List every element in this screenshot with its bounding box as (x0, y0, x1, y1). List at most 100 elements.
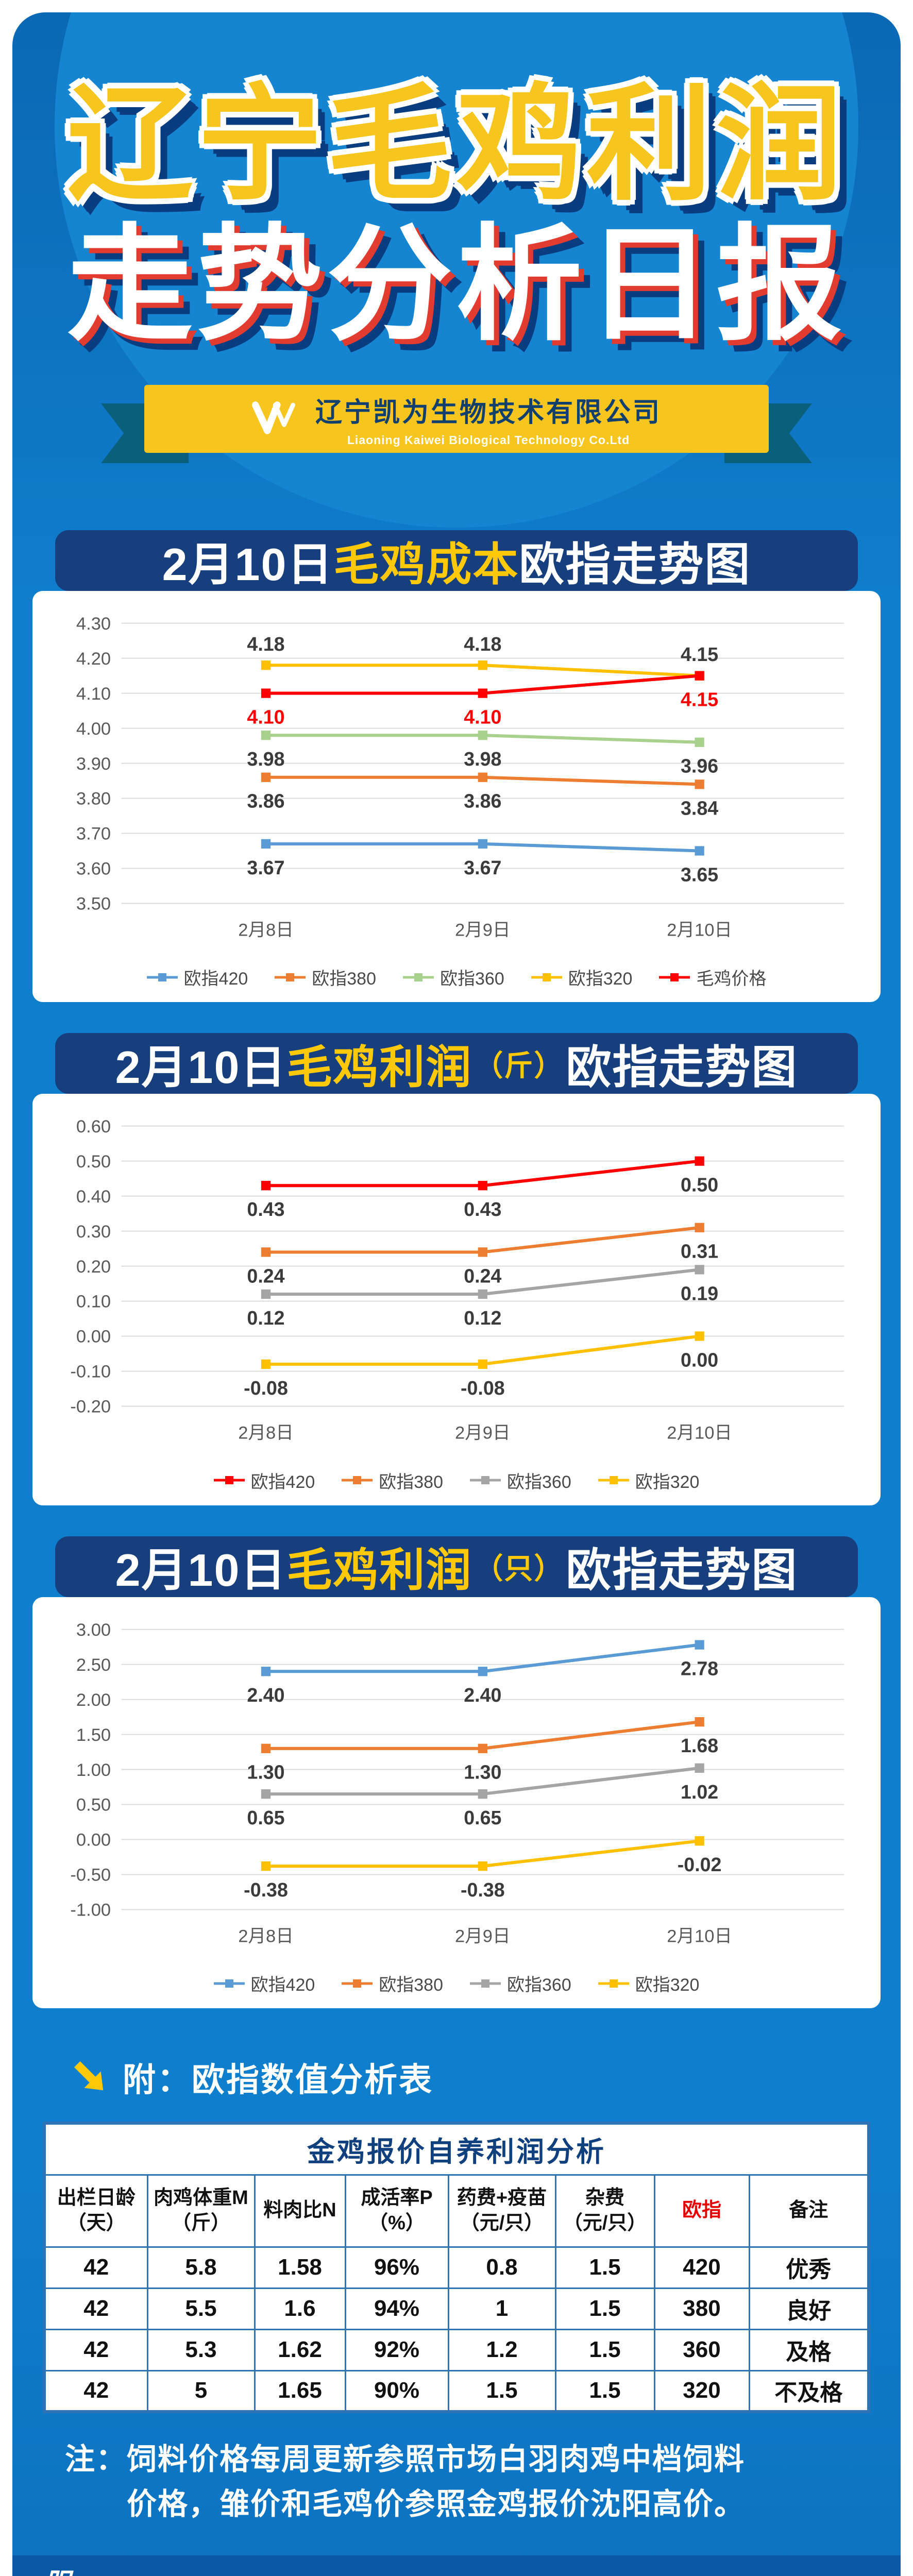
svg-text:0.65: 0.65 (247, 1807, 284, 1828)
svg-text:-0.08: -0.08 (461, 1377, 505, 1399)
table-header-cell: 杂费 （元/只） (554, 2174, 655, 2248)
svg-text:2月10日: 2月10日 (667, 1423, 732, 1443)
chart-card-profit-per-jin: 2月10日 毛鸡利润 （斤） 欧指走势图 -0.20 -0.10 0.00 0.10 0.20… (32, 1033, 881, 1505)
svg-text:0.00: 0.00 (681, 1349, 718, 1371)
profit-analysis-table: 金鸡报价自养利润分析 出栏日龄 （天） 肉鸡体重M （斤） 料肉比N 成活率P （%） 药费+疫… (43, 2122, 870, 2414)
chart-card-profit-per-bird: 2月10日 毛鸡利润 （只） 欧指走势图 -1.00 -0.50 0.00 0.50 1.00… (32, 1536, 881, 2009)
legend-item: 毛鸡价格 (659, 964, 766, 990)
svg-text:0.50: 0.50 (681, 1174, 718, 1196)
table-cell: 良好 (748, 2287, 870, 2330)
svg-text:2月10日: 2月10日 (667, 1926, 732, 1946)
svg-text:0.20: 0.20 (76, 1257, 111, 1277)
svg-text:4.00: 4.00 (76, 719, 111, 739)
legend-item: 欧指420 (213, 1971, 315, 1996)
company-name: 辽宁凯为生物技术有限公司 (315, 398, 662, 428)
svg-text:1.00: 1.00 (76, 1760, 111, 1780)
table-cell: 0.8 (447, 2246, 556, 2289)
chart-card-cost: 2月10日 毛鸡成本 欧指走势图 3.50 3.60 3.70 3.80 3.90 4.00 4… (32, 530, 881, 1003)
svg-text:4.10: 4.10 (464, 706, 501, 728)
note-text: 注： 饲料价格每周更新参照市场白羽肉鸡中档饲料 价格，雏价和毛鸡价参照金鸡报价沈阳… (65, 2437, 848, 2527)
svg-text:0.31: 0.31 (681, 1241, 718, 1262)
svg-text:3.67: 3.67 (464, 857, 501, 878)
chart-plot-profit-bird: -1.00 -0.50 0.00 0.50 1.00 1.50 2.00 2.50 3.00 2月… (43, 1608, 870, 1970)
svg-text:3.98: 3.98 (464, 748, 501, 770)
svg-text:3.65: 3.65 (681, 863, 718, 885)
svg-text:0.00: 0.00 (76, 1327, 111, 1347)
table-header-cell: 成活率P （%） (344, 2174, 449, 2248)
legend-item: 欧指320 (598, 1468, 699, 1493)
ribbon-band: 辽宁凯为生物技术有限公司 Liaoning Kaiwei Biological … (144, 385, 769, 453)
table-row: 42 5.5 1.6 94% 1 1.5 380 良好 (43, 2287, 870, 2330)
footer: 服务 电话 13840641668 公司地址： 辽宁省锦州市高新技术产业开发区工… (12, 2555, 901, 2576)
svg-text:0.12: 0.12 (247, 1307, 284, 1329)
table-header-cell: 欧指 (653, 2174, 750, 2248)
table-cell: 360 (653, 2328, 750, 2371)
svg-text:-0.10: -0.10 (70, 1362, 111, 1382)
svg-text:3.60: 3.60 (76, 859, 111, 879)
svg-text:3.96: 3.96 (681, 755, 718, 777)
svg-text:4.10: 4.10 (76, 684, 111, 704)
main-title-line2: 走势分析日报 (67, 214, 846, 355)
svg-text:4.10: 4.10 (247, 706, 284, 728)
chart-body-cost: 3.50 3.60 3.70 3.80 3.90 4.00 4.10 4.20 4.30 2月8日… (32, 591, 881, 1003)
legend-item: 欧指420 (213, 1468, 315, 1493)
svg-text:3.00: 3.00 (76, 1620, 111, 1640)
table-cell: 42 (43, 2246, 148, 2289)
svg-text:0.30: 0.30 (76, 1222, 111, 1242)
svg-text:4.30: 4.30 (76, 614, 111, 634)
svg-text:2月8日: 2月8日 (238, 1423, 294, 1443)
svg-text:3.86: 3.86 (464, 790, 501, 812)
legend-item: 欧指360 (470, 1468, 571, 1493)
table-cell: 1.5 (554, 2369, 655, 2413)
table-cell: 5.8 (146, 2246, 256, 2289)
svg-text:3.80: 3.80 (76, 789, 111, 809)
poster: 辽宁毛鸡利润 走势分析日报 辽宁凯为生物技术有限公司 Liaoning Kaiw… (12, 12, 901, 2576)
svg-text:0.43: 0.43 (464, 1199, 501, 1221)
chart-legend-profit-jin: 欧指420 欧指380 欧指360 欧指320 (43, 1468, 870, 1493)
table-cell: 1.5 (554, 2328, 655, 2371)
legend-item: 欧指360 (470, 1971, 571, 1996)
svg-text:2.50: 2.50 (76, 1655, 111, 1675)
svg-text:0.19: 0.19 (681, 1283, 718, 1304)
svg-text:1.50: 1.50 (76, 1725, 111, 1744)
svg-text:1.02: 1.02 (681, 1781, 718, 1802)
table-cell: 1.5 (447, 2369, 556, 2413)
legend-item: 欧指320 (598, 1971, 699, 1996)
svg-text:3.67: 3.67 (247, 857, 284, 878)
chart-title-bar-profit-jin: 2月10日 毛鸡利润 （斤） 欧指走势图 (55, 1033, 858, 1094)
table-cell: 1.5 (554, 2246, 655, 2289)
table-cell: 420 (653, 2246, 750, 2289)
table-cell: 1.65 (253, 2369, 346, 2413)
chart-body-profit-jin: -0.20 -0.10 0.00 0.10 0.20 0.30 0.40 0.50 0.60 2月… (32, 1094, 881, 1505)
svg-text:0.24: 0.24 (247, 1265, 284, 1287)
legend-item: 欧指380 (342, 1971, 443, 1996)
svg-text:2月9日: 2月9日 (455, 1926, 511, 1946)
table-header-cell: 料肉比N (253, 2174, 346, 2248)
table-header-cell: 出栏日龄 （天） (43, 2174, 148, 2248)
svg-text:-1.00: -1.00 (70, 1900, 111, 1920)
arrow-down-right-icon (70, 2057, 110, 2097)
table-row: 42 5.3 1.62 92% 1.2 1.5 360 及格 (43, 2328, 870, 2371)
table-header-cell: 药费+疫苗 （元/只） (447, 2174, 556, 2248)
table-cell: 5.3 (146, 2328, 256, 2371)
table-cell: 42 (43, 2328, 148, 2371)
svg-text:-0.38: -0.38 (461, 1879, 505, 1901)
service-phone-label: 服务 电话 (43, 2569, 93, 2576)
svg-text:2.40: 2.40 (247, 1684, 284, 1706)
svg-text:2月10日: 2月10日 (667, 920, 732, 940)
svg-text:0.65: 0.65 (464, 1807, 501, 1828)
chart-legend-cost: 欧指420 欧指380 欧指360 欧指320 毛鸡价格 (43, 964, 870, 990)
svg-text:2.78: 2.78 (681, 1657, 718, 1679)
svg-text:3.98: 3.98 (247, 748, 284, 770)
legend-item: 欧指420 (146, 964, 248, 990)
svg-text:4.20: 4.20 (76, 649, 111, 669)
table-cell: 及格 (748, 2328, 870, 2371)
table-cell: 90% (344, 2369, 449, 2413)
table-cell: 1 (447, 2287, 556, 2330)
table-cell: 42 (43, 2287, 148, 2330)
table-cell: 94% (344, 2287, 449, 2330)
table-cell: 92% (344, 2328, 449, 2371)
table-cell: 1.5 (554, 2287, 655, 2330)
svg-text:-0.08: -0.08 (244, 1377, 288, 1399)
chart-plot-profit-jin: -0.20 -0.10 0.00 0.10 0.20 0.30 0.40 0.50 0.60 2月… (43, 1105, 870, 1466)
